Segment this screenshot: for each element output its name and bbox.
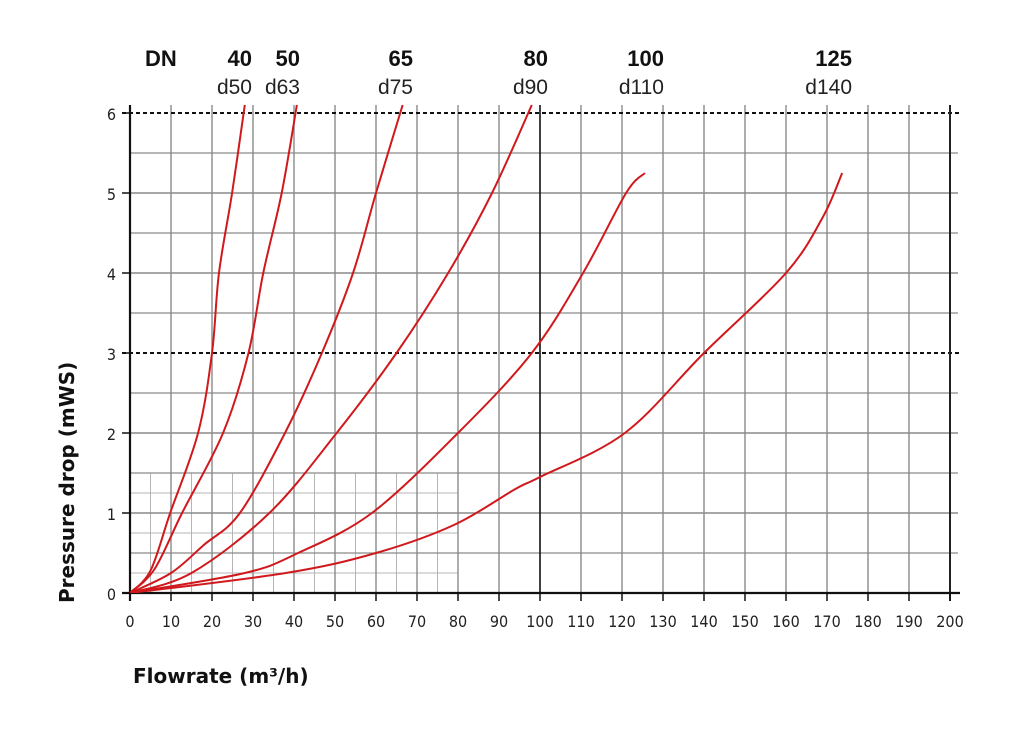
x-tick-label: 40	[285, 612, 303, 631]
x-tick-label: 100	[526, 612, 553, 631]
x-tick-label: 80	[449, 612, 467, 631]
x-tick-label: 0	[125, 612, 134, 631]
curve-dn50	[130, 104, 298, 593]
x-tick-label: 140	[690, 612, 717, 631]
curves	[130, 104, 844, 593]
x-tick-label: 200	[936, 612, 963, 631]
diameter-label-d140: d140	[805, 76, 852, 99]
dn-label-40: 40	[228, 46, 252, 71]
x-tick-label: 170	[813, 612, 840, 631]
grid	[122, 105, 960, 593]
x-tick-label: 10	[162, 612, 180, 631]
y-tick-label: 6	[107, 105, 116, 124]
dn-label-125: 125	[815, 46, 852, 71]
y-tick-label: 3	[107, 345, 116, 364]
labels: 40 d50 50 d63 65 d75 80 d90 100 d110 125 d140	[217, 46, 852, 99]
axes: 0 10 20 30 40 50 60 70 80 90 100 110 120 130 140 150 160…	[107, 105, 964, 631]
diameter-label-d110: d110	[619, 76, 664, 99]
curve-dn80	[130, 104, 533, 593]
y-axis-label: Pressure drop (mWS)	[55, 362, 79, 603]
x-tick-label: 50	[326, 612, 344, 631]
x-tick-label: 60	[367, 612, 385, 631]
y-tick-label: 4	[107, 265, 116, 284]
diameter-label-d63: d63	[265, 76, 300, 99]
curve-dn125	[130, 172, 844, 593]
dn-header-label: DN	[145, 46, 177, 71]
x-tick-label: 180	[854, 612, 881, 631]
x-tick-label: 110	[567, 612, 594, 631]
y-tick-label: 0	[107, 585, 116, 604]
diameter-label-d90: d90	[513, 76, 548, 99]
dn-label-50: 50	[276, 46, 300, 71]
x-tick-label: 30	[244, 612, 262, 631]
curve-dn100	[130, 172, 646, 593]
x-tick-label: 130	[649, 612, 676, 631]
x-tick-label: 150	[731, 612, 758, 631]
y-tick-label: 2	[107, 425, 116, 444]
x-tick-label: 120	[608, 612, 635, 631]
dn-label-80: 80	[524, 46, 548, 71]
x-axis-label: Flowrate (m³/h)	[133, 664, 309, 688]
x-tick-label: 160	[772, 612, 799, 631]
dn-label-65: 65	[389, 46, 413, 71]
curve-dn65	[130, 104, 404, 593]
x-tick-label: 90	[490, 612, 508, 631]
y-tick-label: 1	[107, 505, 116, 524]
diameter-label-d50: d50	[217, 76, 252, 99]
y-tick-label: 5	[107, 185, 116, 204]
curve-dn40	[130, 104, 246, 593]
dn-label-100: 100	[627, 46, 664, 71]
x-tick-label: 20	[203, 612, 221, 631]
x-tick-label: 70	[408, 612, 426, 631]
diameter-label-d75: d75	[378, 76, 413, 99]
x-tick-label: 190	[895, 612, 922, 631]
